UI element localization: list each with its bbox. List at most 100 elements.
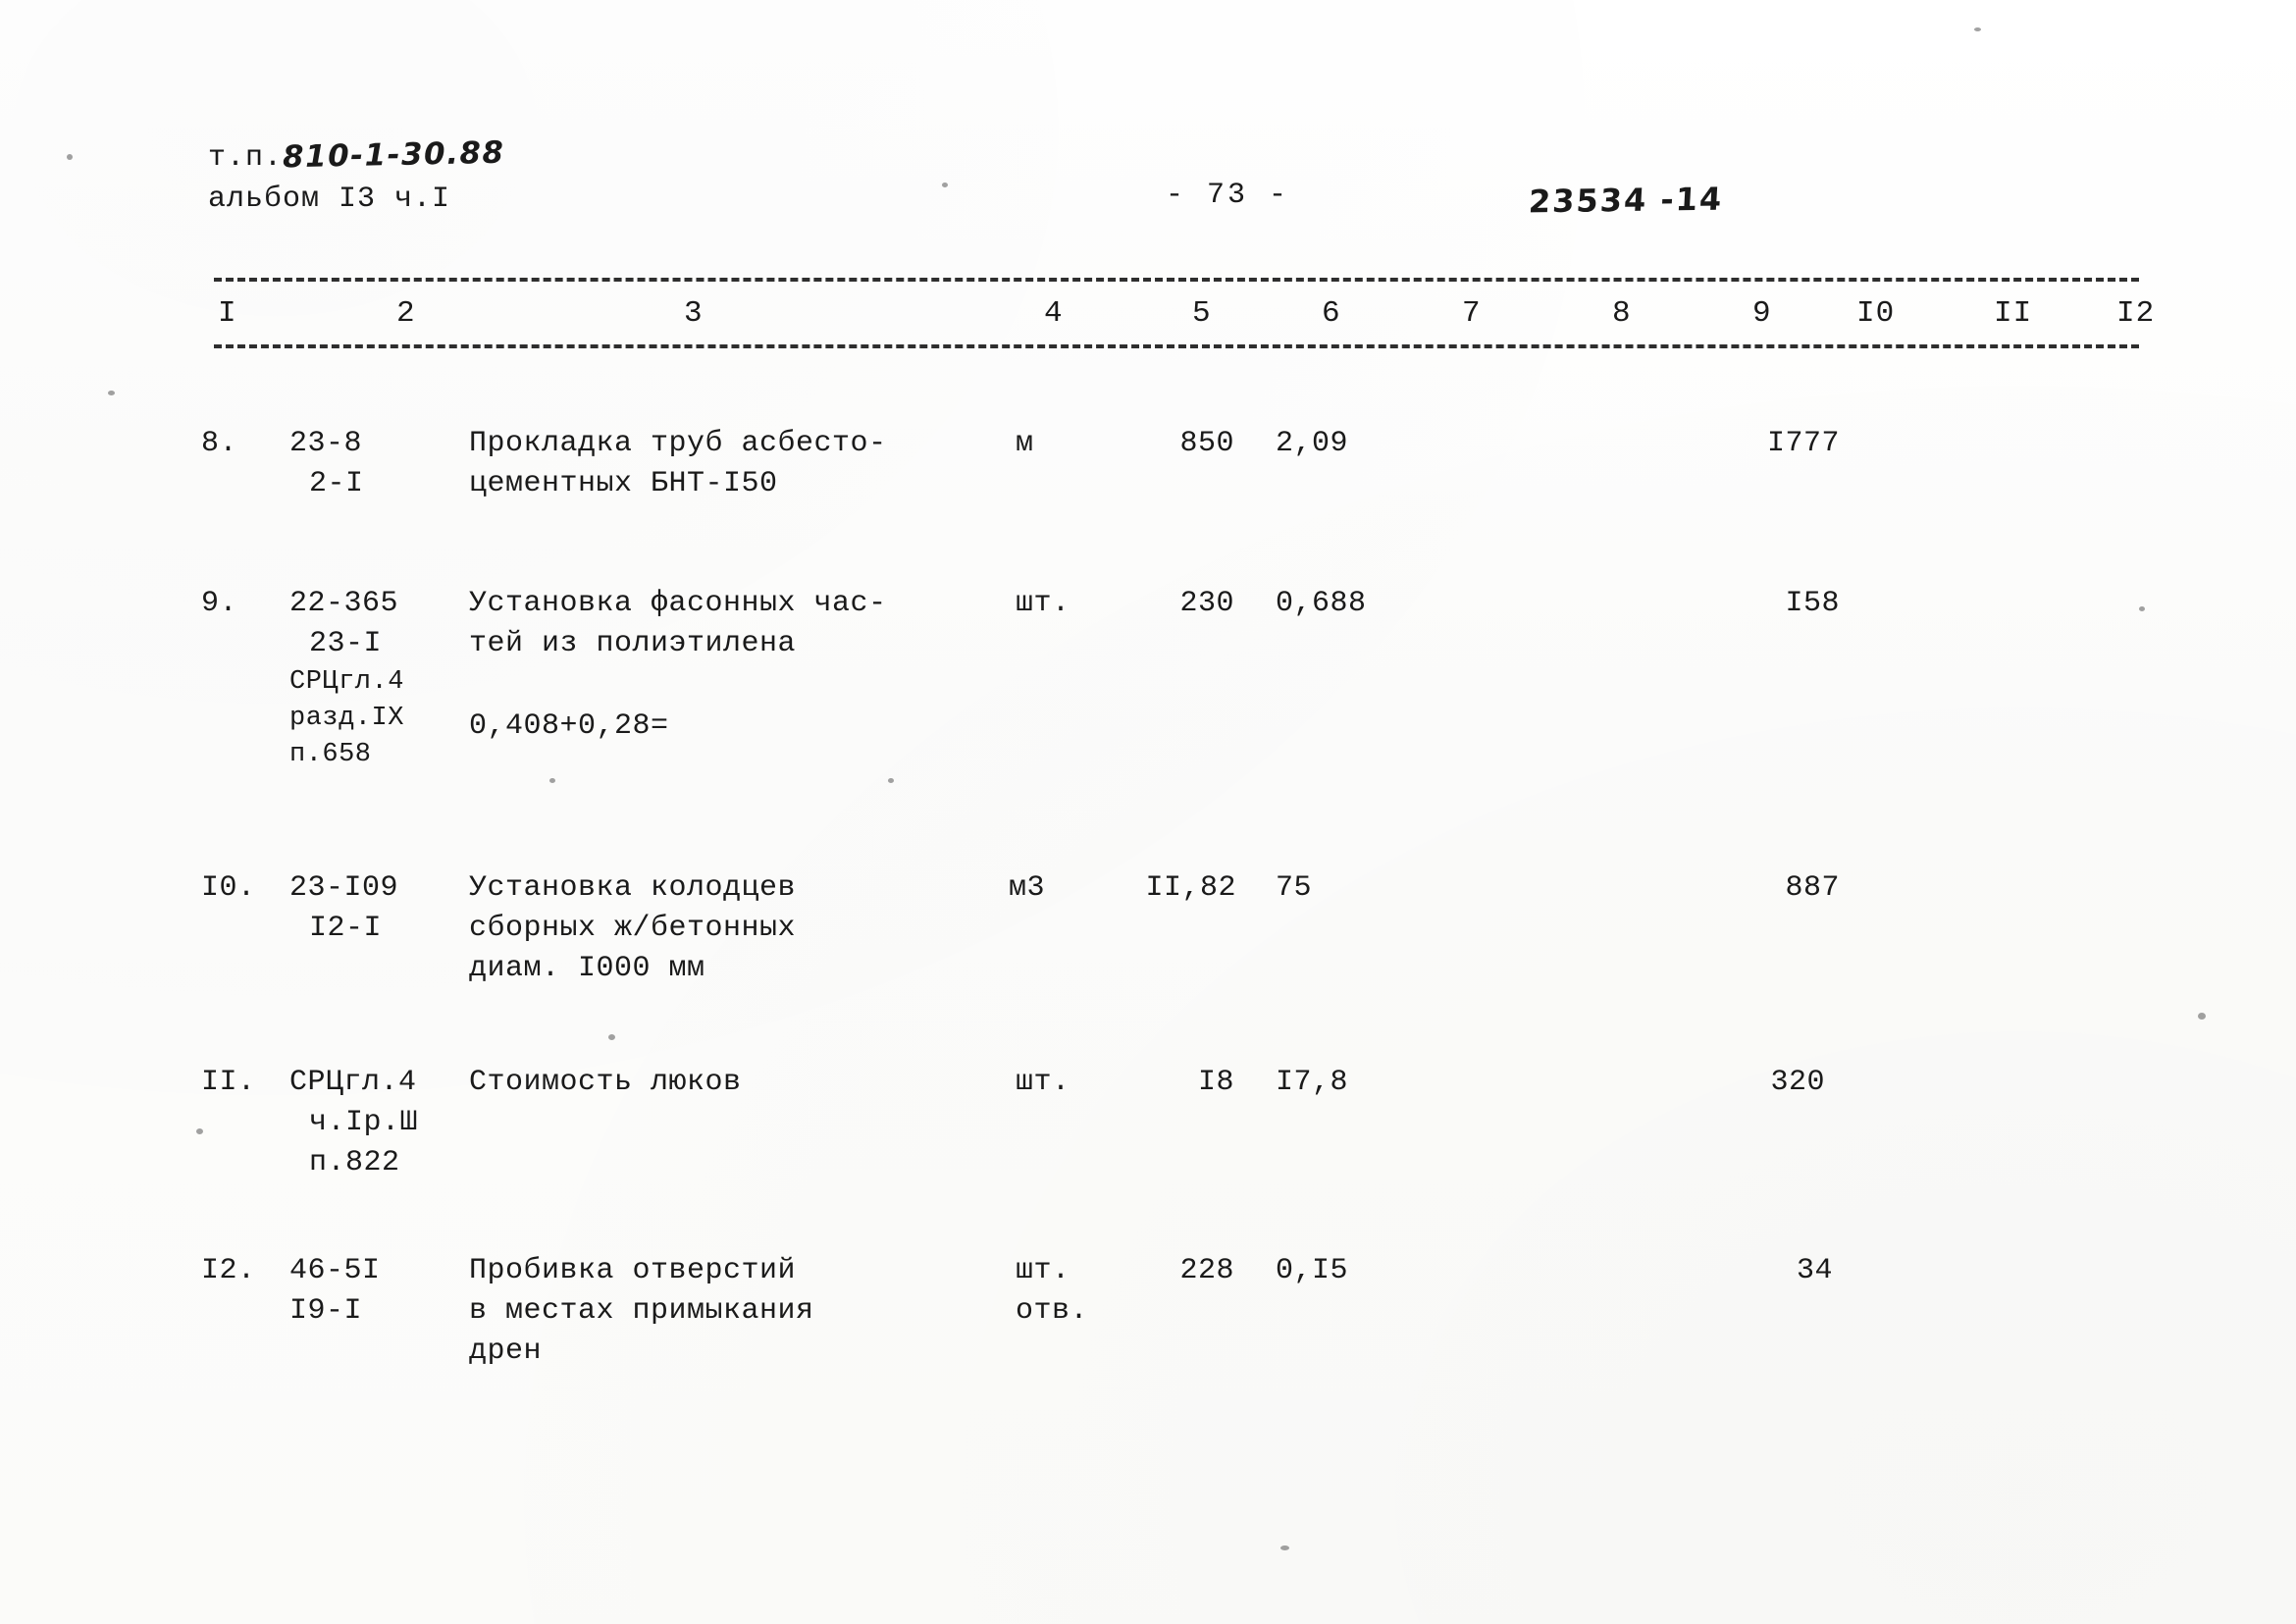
column-number-5: 5 bbox=[1192, 296, 1212, 331]
row-sum: I58 bbox=[1785, 587, 1840, 620]
column-number-9: 9 bbox=[1752, 296, 1772, 331]
table-rule-top bbox=[214, 278, 2139, 282]
row-description-line: цементных БНТ-I50 bbox=[469, 467, 778, 500]
row-price: 0,I5 bbox=[1276, 1254, 1349, 1287]
row-index: I0. bbox=[201, 871, 256, 905]
row-code-line: разд.IX bbox=[289, 704, 404, 733]
row-description-spacer bbox=[469, 664, 989, 705]
row-code-line: 46-5I bbox=[289, 1254, 381, 1287]
row-description: Установка колодцев сборных ж/бетонных диам… bbox=[469, 868, 989, 989]
project-code-line: т.п.810-1-30.88 bbox=[208, 134, 505, 176]
row-sum: 887 bbox=[1785, 871, 1840, 905]
column-number-11: II bbox=[1994, 296, 2033, 331]
row-code-line: п.658 bbox=[289, 740, 372, 769]
row-unit-line: м bbox=[1016, 427, 1034, 460]
album-label: альбом I3 ч.I bbox=[208, 183, 451, 216]
row-code-line: 23-I09 bbox=[289, 871, 399, 905]
row-sum: I777 bbox=[1766, 427, 1840, 460]
row-description-line: диам. I000 мм bbox=[469, 952, 705, 985]
row-description-line: Стоимость люков bbox=[469, 1066, 742, 1099]
column-number-6: 6 bbox=[1322, 296, 1341, 331]
column-number-7: 7 bbox=[1462, 296, 1482, 331]
row-description-line: сборных ж/бетонных bbox=[469, 912, 797, 945]
row-code-line: СРЦгл.4 bbox=[289, 667, 404, 697]
column-number-2: 2 bbox=[396, 296, 416, 331]
row-index: II. bbox=[201, 1066, 256, 1099]
row-unit-line: шт. bbox=[1016, 1066, 1070, 1099]
column-number-4: 4 bbox=[1044, 296, 1064, 331]
row-code: 22-365 23-I СРЦгл.4 разд.IX п.658 bbox=[289, 584, 456, 773]
row-index: 9. bbox=[201, 587, 238, 620]
row-sum: 34 bbox=[1796, 1254, 1833, 1287]
column-number-1: I bbox=[218, 296, 237, 331]
scan-speck bbox=[108, 391, 115, 395]
row-code: 46-5I I9-I bbox=[289, 1251, 456, 1332]
row-description: Установка фасонных час-тей из полиэтилен… bbox=[469, 584, 989, 748]
row-unit-line: отв. bbox=[1016, 1294, 1089, 1328]
scan-speck bbox=[196, 1128, 203, 1134]
row-unit-line: шт. bbox=[1016, 1254, 1070, 1287]
row-description-line: Установка колодцев bbox=[469, 871, 797, 905]
row-description-line: в местах примыкания bbox=[469, 1294, 814, 1328]
row-description: Стоимость люков bbox=[469, 1063, 989, 1103]
row-quantity: 230 bbox=[1179, 587, 1234, 620]
scan-speck bbox=[888, 778, 894, 783]
project-label: т.п. bbox=[208, 141, 284, 175]
document-number-text: 23534 -14 bbox=[1527, 180, 1725, 221]
column-number-3: 3 bbox=[684, 296, 704, 331]
row-description: Прокладка труб асбесто-цементных БНТ-I50 bbox=[469, 424, 989, 504]
document-number-handwritten: 23534 -14 bbox=[1527, 180, 1725, 221]
row-description-line: тей из полиэтилена bbox=[469, 627, 797, 660]
row-code-line: п.822 bbox=[309, 1146, 400, 1179]
row-quantity: II,82 bbox=[1145, 871, 1236, 905]
row-code: 23-8 2-I bbox=[289, 424, 456, 504]
row-code-line: 23-8 bbox=[289, 427, 363, 460]
row-code-line: I2-I bbox=[309, 912, 383, 945]
row-code: СРЦгл.4 ч.Iр.Ш п.822 bbox=[289, 1063, 456, 1183]
row-description-line: Прокладка труб асбесто- bbox=[469, 427, 887, 460]
row-quantity: I8 bbox=[1197, 1066, 1234, 1099]
page-number: - 73 - bbox=[1166, 179, 1290, 212]
scan-speck bbox=[1974, 27, 1981, 31]
row-code-line: I9-I bbox=[289, 1294, 363, 1328]
row-unit: шт. bbox=[1016, 1063, 1094, 1103]
table-rule-bottom bbox=[214, 344, 2139, 348]
row-price: 2,09 bbox=[1276, 427, 1349, 460]
row-description-line: Установка фасонных час- bbox=[469, 587, 887, 620]
row-code-line: 2-I bbox=[309, 467, 364, 500]
row-sum: 320 bbox=[1770, 1066, 1825, 1099]
scan-speck bbox=[942, 183, 948, 187]
column-number-12: I2 bbox=[2116, 296, 2156, 331]
row-quantity: 850 bbox=[1179, 427, 1234, 460]
row-index: I2. bbox=[201, 1254, 256, 1287]
scan-speck bbox=[549, 778, 555, 783]
row-index: 8. bbox=[201, 427, 238, 460]
row-price: 75 bbox=[1276, 871, 1313, 905]
column-number-10: I0 bbox=[1856, 296, 1896, 331]
row-code-line: 22-365 bbox=[289, 587, 399, 620]
scan-speck bbox=[67, 154, 73, 160]
row-code-line: СРЦгл.4 bbox=[289, 1066, 417, 1099]
scan-speck bbox=[2198, 1013, 2206, 1020]
scan-speck bbox=[2139, 606, 2145, 611]
row-description: Пробивка отверстий в местах примыкания дре… bbox=[469, 1251, 989, 1372]
row-unit-line: шт. bbox=[1016, 587, 1070, 620]
scan-speck bbox=[1280, 1545, 1289, 1550]
row-code-line: 23-I bbox=[309, 627, 383, 660]
column-number-row: I 2 3 4 5 6 7 8 9 I0 II I2 bbox=[0, 296, 2296, 343]
row-unit: шт. bbox=[1016, 584, 1094, 624]
row-code: 23-I09 I2-I bbox=[289, 868, 456, 949]
row-quantity: 228 bbox=[1179, 1254, 1234, 1287]
column-number-8: 8 bbox=[1612, 296, 1632, 331]
project-code-handwritten: 810-1-30.88 bbox=[282, 134, 505, 176]
row-code-line: ч.Iр.Ш bbox=[309, 1106, 419, 1139]
row-unit-line: м3 bbox=[1009, 871, 1046, 905]
scan-speck bbox=[608, 1034, 615, 1040]
row-price: 0,688 bbox=[1276, 587, 1367, 620]
row-unit: м bbox=[1016, 424, 1094, 464]
row-unit: м3 bbox=[1009, 868, 1087, 909]
row-description-line: Пробивка отверстий bbox=[469, 1254, 797, 1287]
row-calculation-line: 0,408+0,28= bbox=[469, 709, 669, 743]
